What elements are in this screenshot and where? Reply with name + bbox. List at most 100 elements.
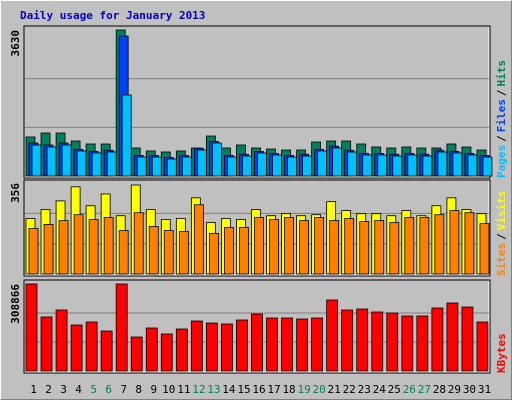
bar — [178, 231, 189, 275]
bar — [311, 317, 324, 372]
bar — [326, 299, 339, 372]
bar — [446, 302, 459, 372]
bar — [58, 220, 69, 275]
bar — [239, 227, 249, 275]
legend: Sites / Visits — [495, 191, 508, 277]
bar — [151, 156, 162, 177]
bar — [254, 217, 264, 275]
bar — [115, 283, 128, 372]
x-tick-label: 23 — [358, 383, 371, 396]
plot-bevel — [25, 281, 490, 373]
bar — [434, 214, 445, 275]
bar — [251, 313, 263, 372]
bar — [296, 318, 308, 372]
bar — [482, 156, 493, 177]
bar — [43, 224, 54, 275]
bar — [479, 223, 490, 275]
bar — [193, 204, 204, 275]
bar — [160, 333, 173, 372]
bar — [266, 317, 278, 372]
x-tick-label: 11 — [177, 383, 190, 396]
bar — [344, 218, 355, 275]
bar — [40, 316, 53, 372]
bar — [106, 151, 117, 177]
bar — [389, 222, 400, 275]
bar — [136, 156, 147, 177]
bar — [404, 217, 415, 275]
legend-entry: Hits — [495, 60, 508, 87]
bar — [284, 217, 294, 275]
y-tick-label: 308866 — [9, 284, 22, 324]
bar — [163, 230, 174, 275]
x-tick-label: 19 — [297, 383, 310, 396]
bar — [386, 312, 399, 372]
bar — [148, 226, 159, 275]
legend-separator: / — [495, 233, 508, 240]
bar — [175, 328, 188, 372]
plot-bevel — [25, 181, 490, 276]
bar — [205, 322, 218, 372]
bar — [133, 212, 144, 275]
bar — [392, 155, 403, 177]
x-tick-label: 4 — [75, 383, 82, 396]
bar — [449, 210, 460, 275]
bar — [103, 217, 114, 275]
bar — [272, 154, 282, 177]
x-tick-label: 24 — [373, 383, 387, 396]
bar — [419, 217, 430, 275]
x-tick-label: 31 — [478, 383, 491, 396]
bar — [332, 147, 343, 177]
x-tick-label: 5 — [90, 383, 97, 396]
bar — [236, 319, 248, 372]
bar — [88, 219, 99, 275]
legend-entry: KBytes — [495, 333, 508, 373]
bar — [467, 154, 478, 177]
x-tick-label: 9 — [150, 383, 157, 396]
bar — [287, 156, 297, 177]
bar — [464, 212, 475, 275]
bar — [28, 228, 39, 275]
bar — [166, 158, 177, 177]
bar — [407, 154, 418, 177]
bar — [242, 155, 252, 177]
x-tick-label: 15 — [237, 383, 250, 396]
bar — [121, 94, 132, 177]
y-tick-label: 3630 — [9, 30, 22, 57]
x-tick-label: 3 — [60, 383, 67, 396]
legend-entry: Sites — [495, 243, 508, 276]
bar — [359, 221, 370, 275]
bar — [91, 152, 102, 177]
bar — [452, 152, 463, 177]
legend-entry: Files — [495, 99, 508, 132]
bar — [130, 336, 143, 372]
legend-separator: / — [495, 135, 508, 142]
x-tick-label: 13 — [207, 383, 220, 396]
x-tick-label: 10 — [162, 383, 175, 396]
bar — [329, 220, 340, 275]
bar — [208, 232, 219, 275]
bar — [269, 219, 279, 275]
x-tick-label: 20 — [313, 383, 326, 396]
x-tick-label: 12 — [192, 383, 205, 396]
legend: Pages / Files / Hits — [495, 60, 508, 178]
plot-bevel — [25, 27, 490, 178]
x-tick-label: 6 — [105, 383, 112, 396]
bar — [422, 155, 433, 177]
bar — [461, 306, 474, 372]
x-tick-label: 29 — [448, 383, 461, 396]
bar — [73, 214, 84, 275]
bar — [70, 324, 83, 372]
x-tick-label: 14 — [222, 383, 236, 396]
bar — [76, 150, 87, 177]
bar — [257, 152, 267, 177]
bar — [302, 155, 312, 177]
x-tick-label: 25 — [388, 383, 401, 396]
bar — [190, 320, 203, 372]
x-tick-label: 16 — [252, 383, 265, 396]
bar — [362, 154, 373, 177]
legend-entry: Visits — [495, 191, 508, 231]
x-tick-label: 7 — [120, 383, 127, 396]
x-tick-label: 30 — [463, 383, 476, 396]
bar — [377, 154, 388, 177]
